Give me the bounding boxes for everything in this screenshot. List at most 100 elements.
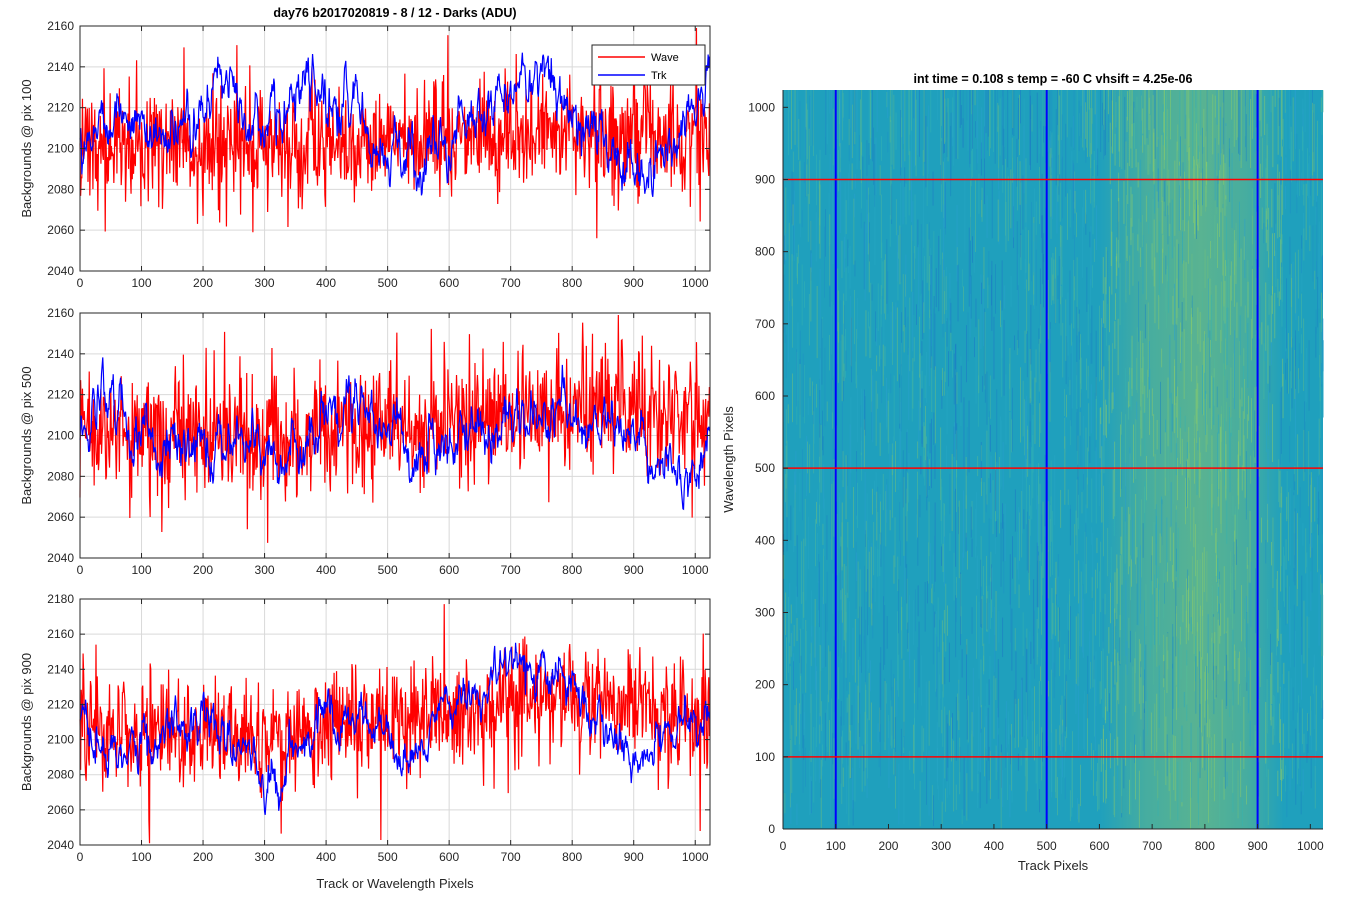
legend-label-wave: Wave	[651, 52, 679, 64]
y-tick-label: 2060	[47, 803, 74, 817]
x-tick-label: 300	[255, 563, 275, 577]
x-tick-label: 300	[255, 850, 275, 864]
y-tick-label: 2080	[47, 469, 74, 483]
x-tick-label: 1000	[682, 276, 709, 290]
series-line-trk	[79, 52, 710, 198]
axes-frame	[79, 598, 711, 846]
heatmap-x-axis-label: Track Pixels	[1018, 858, 1089, 873]
y-tick-label: 2100	[47, 733, 74, 747]
x-tick-label: 600	[439, 276, 459, 290]
x-tick-label: 800	[562, 276, 582, 290]
heatmap-x-tick-label: 1000	[1297, 839, 1324, 853]
series-line-wave	[79, 315, 710, 543]
x-tick-label: 900	[624, 563, 644, 577]
heatmap-x-tick-label: 200	[878, 839, 898, 853]
heatmap-y-tick-label: 600	[755, 389, 775, 403]
heatmap-x-tick-label: 600	[1089, 839, 1109, 853]
series-line-trk	[79, 642, 710, 816]
x-tick-label: 100	[132, 563, 152, 577]
plot-area	[80, 599, 710, 845]
y-tick-label: 2140	[47, 60, 74, 74]
heatmap-bright-region	[1099, 90, 1284, 829]
x-tick-label: 500	[378, 563, 398, 577]
x-tick-label: 1000	[682, 563, 709, 577]
x-tick-label: 600	[439, 850, 459, 864]
y-tick-label: 2160	[47, 306, 74, 320]
heatmap-y-tick-label: 400	[755, 533, 775, 547]
x-tick-label: 1000	[682, 850, 709, 864]
y-tick-label: 2160	[47, 627, 74, 641]
x-tick-label: 900	[624, 276, 644, 290]
x-tick-label: 200	[193, 850, 213, 864]
heatmap-y-tick-label: 100	[755, 750, 775, 764]
y-tick-label: 2060	[47, 223, 74, 237]
heatmap-x-tick-label: 500	[1037, 839, 1057, 853]
x-tick-label: 300	[255, 276, 275, 290]
heatmap-y-tick-label: 900	[755, 172, 775, 186]
y-tick-label: 2120	[47, 388, 74, 402]
figure-title: day76 b2017020819 - 8 / 12 - Darks (ADU)	[273, 6, 516, 20]
heatmap-y-axis-label: Wavelength Pixels	[721, 406, 736, 513]
y-tick-label: 2040	[47, 838, 74, 852]
x-tick-label: 100	[132, 850, 152, 864]
y-tick-label: 2060	[47, 510, 74, 524]
y-tick-label: 2100	[47, 142, 74, 156]
x-tick-label: 0	[77, 563, 84, 577]
heatmap-x-tick-label: 300	[931, 839, 951, 853]
x-tick-label: 400	[316, 850, 336, 864]
y-tick-label: 2120	[47, 101, 74, 115]
heatmap-y-tick-label: 0	[768, 822, 775, 836]
y-axis-label: Backgrounds @ pix 500	[19, 366, 34, 504]
x-tick-label: 900	[624, 850, 644, 864]
x-tick-label: 400	[316, 276, 336, 290]
legend: Wave Trk	[591, 44, 706, 86]
y-tick-label: 2160	[47, 19, 74, 33]
y-tick-label: 2040	[47, 551, 74, 565]
series-line-trk	[79, 357, 710, 511]
x-tick-label: 100	[132, 276, 152, 290]
y-tick-label: 2100	[47, 429, 74, 443]
y-tick-label: 2120	[47, 697, 74, 711]
y-tick-label: 2140	[47, 662, 74, 676]
heatmap-y-tick-label: 800	[755, 245, 775, 259]
heatmap-y-tick-label: 1000	[748, 100, 775, 114]
y-tick-label: 2140	[47, 347, 74, 361]
legend-box	[591, 44, 706, 86]
shared-x-axis-label: Track or Wavelength Pixels	[316, 876, 474, 891]
heatmap-title: int time = 0.108 s temp = -60 C vhsift =…	[914, 72, 1193, 86]
x-tick-label: 0	[77, 276, 84, 290]
y-tick-label: 2040	[47, 264, 74, 278]
y-tick-label: 2180	[47, 592, 74, 606]
x-tick-label: 700	[501, 850, 521, 864]
x-tick-label: 700	[501, 563, 521, 577]
x-tick-label: 500	[378, 276, 398, 290]
y-axis-label: Backgrounds @ pix 100	[19, 79, 34, 217]
heatmap-x-tick-label: 900	[1248, 839, 1268, 853]
heatmap-x-tick-label: 400	[984, 839, 1004, 853]
heatmap-y-tick-label: 700	[755, 317, 775, 331]
y-tick-label: 2080	[47, 768, 74, 782]
heatmap-x-tick-label: 700	[1142, 839, 1162, 853]
heatmap-y-tick-label: 300	[755, 605, 775, 619]
x-tick-label: 400	[316, 563, 336, 577]
x-tick-label: 200	[193, 563, 213, 577]
x-tick-label: 200	[193, 276, 213, 290]
line-chart-pix-900: 0 100 200 300 400 500 600 700 800 900 1000 2040 2060…	[19, 592, 711, 864]
x-tick-label: 800	[562, 850, 582, 864]
heatmap-x-tick-label: 100	[826, 839, 846, 853]
line-chart-pix-500: 0 100 200 300 400 500 600 700 800 900 1000 2040 2060…	[19, 306, 711, 577]
series-line-wave	[79, 28, 710, 239]
heatmap-x-tick-label: 0	[780, 839, 787, 853]
legend-label-trk: Trk	[651, 70, 667, 82]
y-axis-label: Backgrounds @ pix 900	[19, 653, 34, 791]
x-tick-label: 800	[562, 563, 582, 577]
heatmap-texture	[783, 90, 1324, 829]
heatmap-y-tick-label: 200	[755, 678, 775, 692]
x-tick-label: 600	[439, 563, 459, 577]
y-tick-label: 2080	[47, 182, 74, 196]
x-tick-label: 0	[77, 850, 84, 864]
x-tick-label: 700	[501, 276, 521, 290]
heatmap-y-tick-label: 500	[755, 461, 775, 475]
heatmap-chart: int time = 0.108 s temp = -60 C vhsift =…	[721, 72, 1324, 873]
